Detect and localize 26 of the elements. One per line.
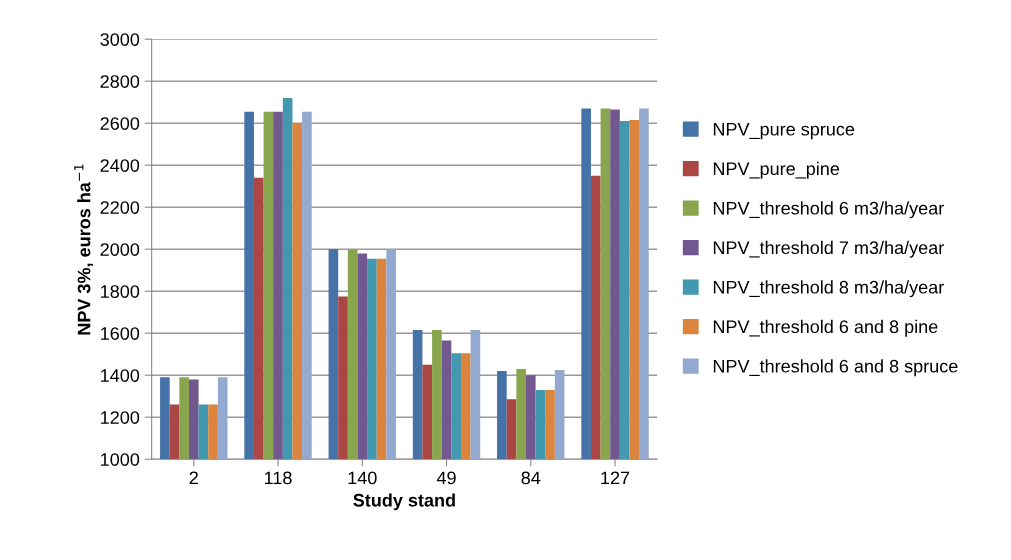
y-tick-label: 3000 <box>100 33 140 46</box>
y-tick-label: 2400 <box>100 159 140 172</box>
x-axis-title: Study stand <box>353 493 455 511</box>
y-tick-label: 2200 <box>100 201 140 214</box>
x-tick-label: 84 <box>521 471 541 485</box>
legend-label: NPV_threshold 6 and 8 spruce <box>713 359 958 377</box>
x-tick-label: 140 <box>348 471 377 485</box>
legend-label: NPV_pure_pine <box>713 161 840 179</box>
x-tick-label: 2 <box>189 471 198 485</box>
legend-label: NPV_pure spruce <box>713 123 855 140</box>
y-tick-label: 1800 <box>101 285 140 298</box>
y-tick-label: 2000 <box>100 243 140 256</box>
x-tick-label: 127 <box>601 471 630 485</box>
legend-label: NPV_threshold 6 and 8 pine <box>713 319 938 337</box>
y-tick-label: 2600 <box>100 117 140 130</box>
y-tick-label: 1000 <box>101 453 140 466</box>
y-axis-title: NPV 3%, euros ha$^{−1}$ <box>74 164 94 335</box>
y-tick-label: 1200 <box>101 411 140 424</box>
legend-label: NPV_threshold 8 m3/ha/year <box>713 280 944 298</box>
y-tick-label: 1600 <box>101 327 140 340</box>
y-tick-label: 1400 <box>101 369 140 382</box>
x-tick-label: 49 <box>436 471 456 485</box>
legend-label: NPV_threshold 6 m3/ha/year <box>713 201 944 219</box>
legend-label: NPV_threshold 7 m3/ha/year <box>713 240 944 258</box>
x-tick-label: 118 <box>265 471 292 485</box>
y-tick-label: 2800 <box>100 75 140 88</box>
